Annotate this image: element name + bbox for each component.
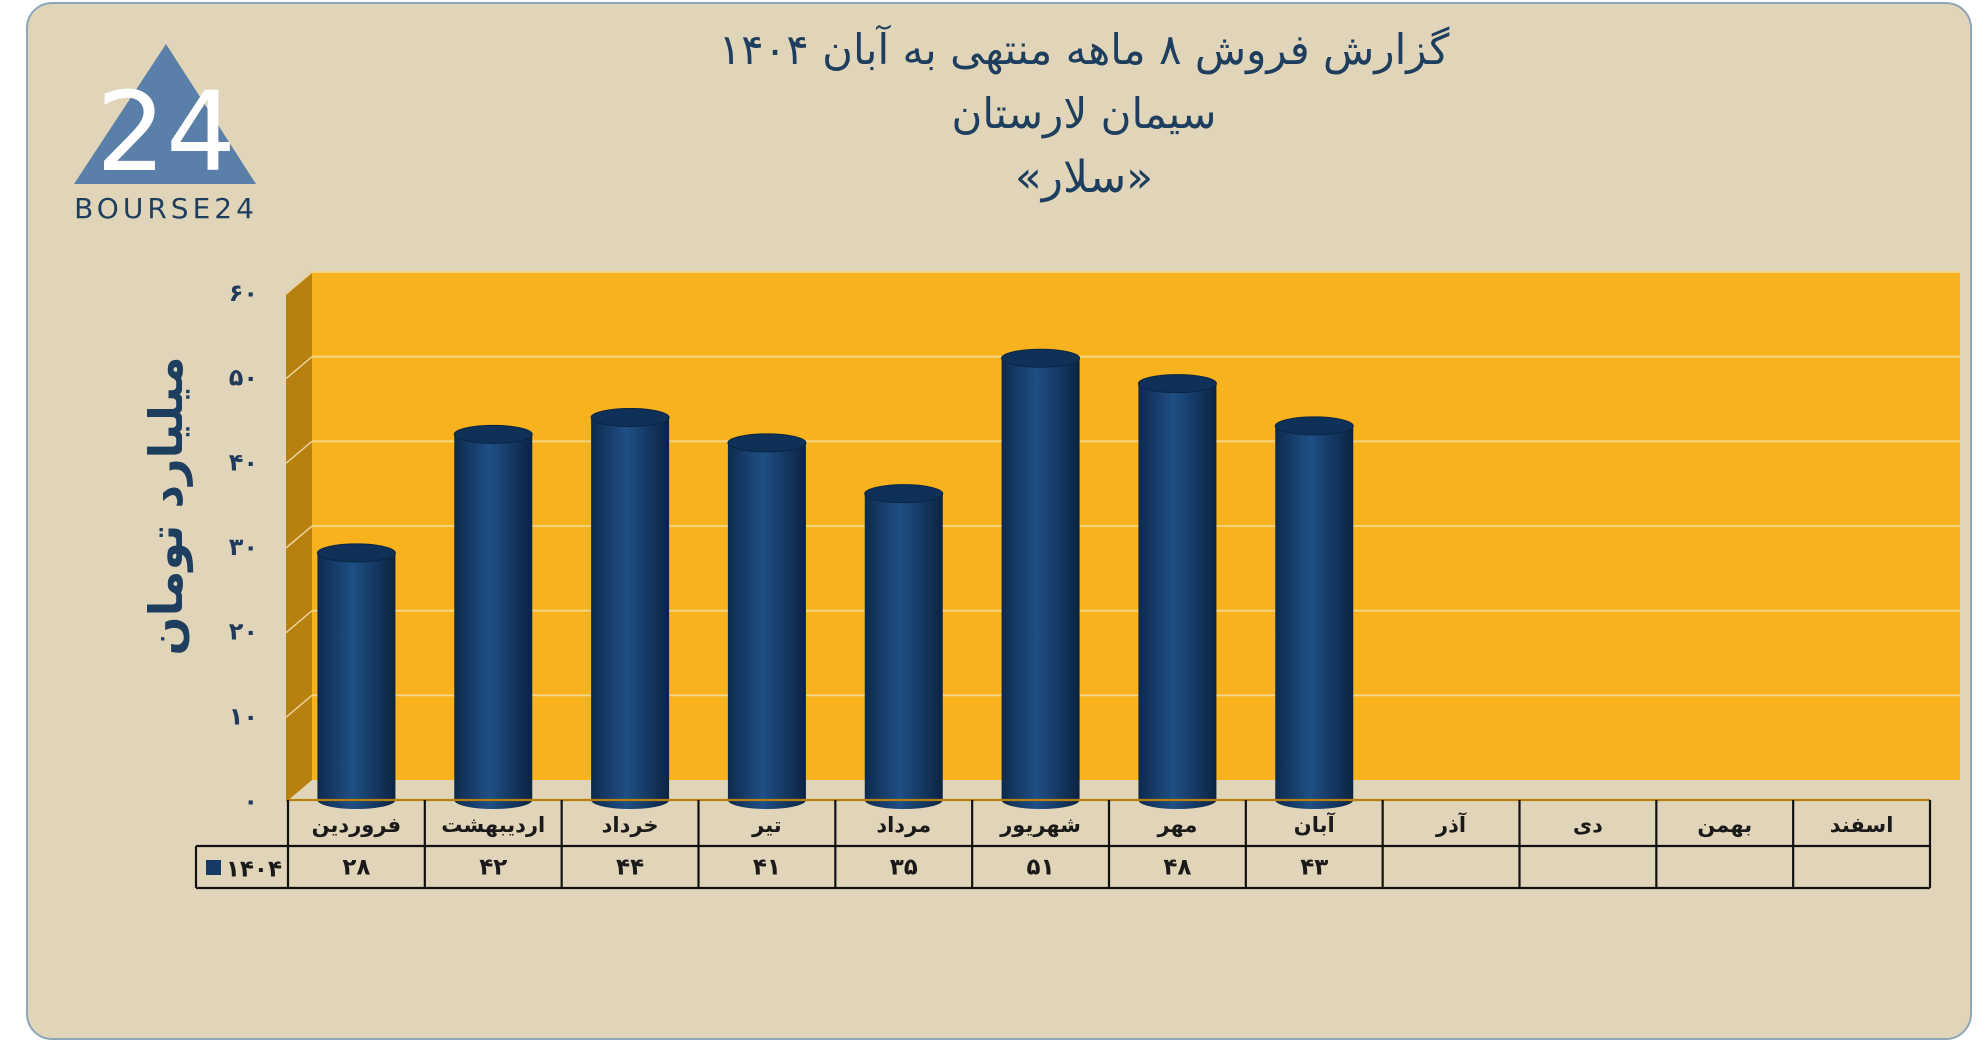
bar-top bbox=[453, 424, 533, 444]
bar-4 bbox=[727, 433, 807, 810]
y-tick-label: ۴۰ bbox=[229, 448, 258, 476]
data-value-label: ۴۱ bbox=[753, 855, 781, 881]
grid-line-diag bbox=[285, 271, 313, 295]
grid-line-diag bbox=[285, 610, 313, 634]
bar-body bbox=[317, 552, 396, 810]
logo-text: BOURSE24 bbox=[74, 192, 258, 225]
bar-6 bbox=[1001, 348, 1081, 809]
x-category-label: شهریور bbox=[999, 813, 1081, 837]
data-table: ۱۴۰۴ فروردین ۲۸ اردیبهشت ۴۲ خرداد ۴۴ تیر ۴۱ مردا… bbox=[194, 798, 1932, 890]
bar-body bbox=[727, 442, 806, 810]
y-tick-label: ۲۰ bbox=[229, 618, 258, 646]
logo-triangle-icon bbox=[74, 44, 256, 184]
bar-top bbox=[727, 433, 807, 453]
chart-subtitle: سیمان لارستان bbox=[952, 89, 1217, 138]
bar-body bbox=[864, 493, 943, 810]
x-category-label: بهمن bbox=[1697, 813, 1752, 837]
x-category-label: اسفند bbox=[1830, 813, 1894, 837]
x-category-label: دی bbox=[1573, 813, 1603, 837]
bar-body bbox=[1138, 383, 1217, 810]
legend-swatch bbox=[206, 860, 221, 875]
data-value-label: ۴۲ bbox=[479, 855, 507, 881]
bar-top bbox=[1274, 416, 1354, 436]
bar-top bbox=[590, 407, 670, 427]
x-category-label: آذر bbox=[1435, 812, 1467, 837]
x-category-label: آبان bbox=[1294, 812, 1336, 837]
data-value-label: ۴۸ bbox=[1163, 855, 1191, 881]
grid-line-diag bbox=[285, 694, 313, 718]
legend-series-name: ۱۴۰۴ bbox=[226, 857, 282, 883]
x-category-label: فروردین bbox=[312, 813, 402, 837]
data-value-label: ۲۸ bbox=[342, 855, 370, 881]
x-category-label: خرداد bbox=[602, 813, 659, 837]
y-tick-label: ۰ bbox=[243, 787, 258, 815]
bar-8 bbox=[1274, 416, 1354, 810]
bar-body bbox=[454, 434, 533, 810]
y-tick-label: ۱۰ bbox=[229, 702, 258, 730]
bars bbox=[316, 348, 1354, 810]
bar-top bbox=[1001, 348, 1081, 368]
x-category-label: اردیبهشت bbox=[441, 813, 545, 837]
x-category-label: مهر bbox=[1156, 813, 1197, 837]
y-axis-ticks: ۰ ۱۰ ۲۰ ۳۰ ۴۰ ۵۰ ۶۰ bbox=[229, 279, 258, 815]
bar-top bbox=[1137, 374, 1217, 394]
bar-3 bbox=[590, 407, 670, 810]
bar-body bbox=[1001, 358, 1080, 809]
bar-top bbox=[316, 543, 396, 563]
chart-title: گزارش فروش ۸ ماهه منتهی به آبان ۱۴۰۴ bbox=[719, 24, 1450, 75]
grid-line-diag bbox=[285, 440, 313, 464]
grid-line-diag bbox=[285, 525, 313, 549]
data-value-label: ۵۱ bbox=[1027, 855, 1055, 881]
data-value-label: ۳۵ bbox=[890, 855, 918, 881]
data-value-label: ۴۴ bbox=[616, 855, 644, 881]
y-tick-label: ۶۰ bbox=[229, 279, 258, 307]
logo-mark: 24 bbox=[96, 68, 236, 196]
data-value-label: ۴۳ bbox=[1300, 855, 1328, 881]
y-axis-label: میلیارد تومان bbox=[139, 356, 193, 655]
bar-body bbox=[591, 417, 670, 810]
bar-1 bbox=[316, 543, 396, 810]
bourse24-logo: 24 BOURSE24 bbox=[74, 44, 258, 225]
chart-ticker: «سلار» bbox=[1015, 152, 1153, 203]
y-tick-label: ۳۰ bbox=[229, 533, 258, 561]
bar-2 bbox=[453, 424, 533, 810]
y-tick-label: ۵۰ bbox=[229, 364, 258, 392]
bar-5 bbox=[864, 484, 944, 810]
grid-lines bbox=[285, 271, 1960, 718]
grid-line-diag bbox=[285, 356, 313, 380]
x-category-label: مرداد bbox=[876, 813, 931, 837]
bar-7 bbox=[1137, 374, 1217, 810]
bar-body bbox=[1275, 425, 1354, 810]
bar-top bbox=[864, 484, 944, 504]
x-category-label: تیر bbox=[751, 813, 782, 837]
